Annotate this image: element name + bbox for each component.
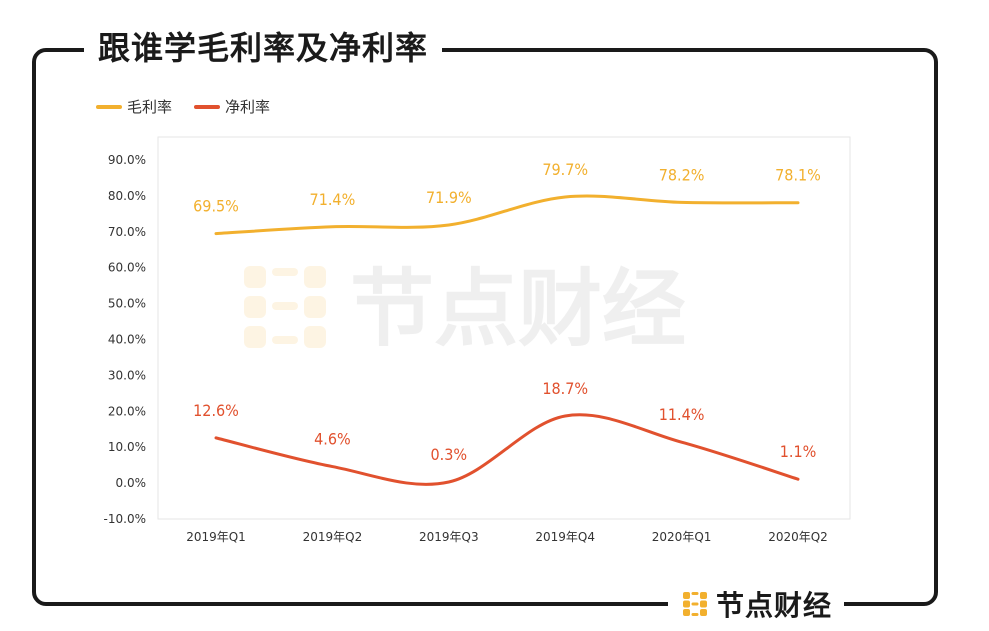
- brand-name: 节点财经: [716, 589, 833, 622]
- y-tick-label: 50.0%: [108, 297, 146, 311]
- net-margin-data-label: 0.3%: [431, 445, 468, 464]
- page-title: 跟谁学毛利率及净利率: [84, 26, 443, 70]
- gross-margin-data-label: 78.1%: [775, 166, 821, 185]
- net-margin-data-label: 18.7%: [542, 379, 588, 398]
- y-tick-label: 70.0%: [108, 225, 146, 239]
- brand-footer: 节点财经: [668, 584, 845, 624]
- gross-margin-data-label: 69.5%: [193, 197, 239, 216]
- legend-swatch-gross: [96, 104, 122, 109]
- x-tick-label: 2020年Q2: [768, 530, 828, 544]
- y-tick-label: 60.0%: [108, 261, 146, 275]
- y-tick-label: 90.0%: [108, 153, 146, 167]
- x-tick-label: 2020年Q1: [652, 530, 712, 544]
- legend: 毛利率 净利率: [96, 96, 292, 117]
- legend-item-gross: 毛利率: [96, 96, 172, 117]
- net-margin-data-label: 11.4%: [659, 405, 705, 424]
- gross-margin-data-label: 71.4%: [310, 190, 356, 209]
- legend-item-net: 净利率: [194, 96, 270, 117]
- watermark-text: 节点财经: [350, 260, 686, 358]
- x-tick-label: 2019年Q3: [419, 530, 479, 544]
- gross-margin-data-label: 78.2%: [659, 165, 705, 184]
- x-axis-ticks: 2019年Q1 2019年Q2 2019年Q3 2019年Q4 2020年Q1 2020年…: [186, 530, 828, 544]
- x-tick-label: 2019年Q4: [535, 530, 595, 544]
- x-tick-label: 2019年Q1: [186, 530, 246, 544]
- gross-margin-data-label: 71.9%: [426, 188, 472, 207]
- legend-label-gross: 毛利率: [127, 98, 173, 116]
- series-lines: [214, 194, 800, 486]
- brand-logo-icon: [683, 592, 707, 616]
- chart-frame: [32, 48, 938, 606]
- y-tick-label: -10.0%: [104, 512, 146, 526]
- y-tick-label: 20.0%: [108, 404, 146, 418]
- x-tick-label: 2019年Q2: [303, 530, 363, 544]
- gross-margin-line: [214, 194, 800, 236]
- watermark: 节点财经: [244, 260, 686, 358]
- y-tick-label: 10.0%: [108, 440, 146, 454]
- watermark-logo-icon: [244, 266, 326, 348]
- net-margin-data-label: 4.6%: [314, 430, 351, 449]
- y-tick-label: 80.0%: [108, 189, 146, 203]
- net-margin-data-label: 12.6%: [193, 401, 239, 420]
- y-tick-label: 40.0%: [108, 333, 146, 347]
- data-labels: 69.5% 71.4% 71.9% 79.7% 78.2% 78.1% 12.6% 4.6% 0…: [193, 160, 821, 464]
- net-margin-data-label: 1.1%: [780, 442, 817, 461]
- legend-label-net: 净利率: [225, 98, 271, 116]
- plot-area: [157, 136, 851, 520]
- gross-margin-data-label: 79.7%: [542, 160, 588, 179]
- net-margin-line: [214, 413, 800, 486]
- y-tick-label: 0.0%: [116, 476, 147, 490]
- y-axis-ticks: 90.0% 80.0% 70.0% 60.0% 50.0% 40.0% 30.0% 20.0%…: [104, 153, 146, 526]
- legend-swatch-net: [194, 104, 221, 109]
- y-tick-label: 30.0%: [108, 368, 146, 382]
